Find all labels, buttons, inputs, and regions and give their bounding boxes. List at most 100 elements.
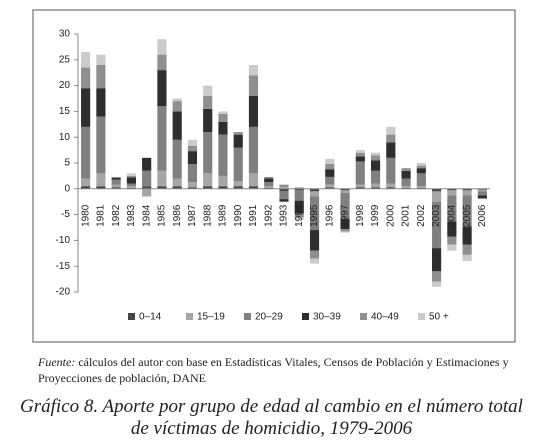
bar-segment bbox=[462, 188, 472, 191]
chart: -20 -15 -10 -5 0 5 10 15 20 25 30 1980 1981 1982 1983 1… bbox=[32, 9, 516, 343]
bar-segment bbox=[355, 184, 365, 188]
bar-segment bbox=[172, 98, 182, 102]
x-tick-label: 1981 bbox=[96, 204, 107, 227]
bar-segment bbox=[447, 244, 457, 251]
bar-segment bbox=[340, 190, 350, 193]
bar-segment bbox=[386, 126, 396, 135]
bar-segment bbox=[309, 196, 320, 231]
bar-segment bbox=[355, 156, 365, 162]
bar-segment bbox=[432, 201, 442, 249]
x-tick-label: 1994 bbox=[294, 204, 305, 227]
bar-segment bbox=[355, 161, 365, 185]
bar-segment bbox=[111, 187, 121, 189]
bar-segment bbox=[233, 134, 243, 148]
bar-segment bbox=[96, 88, 106, 117]
x-tick-label: 1999 bbox=[370, 204, 381, 227]
source-label: Fuente: bbox=[38, 355, 76, 369]
bar-segment bbox=[96, 64, 106, 89]
bar-segment bbox=[81, 67, 91, 89]
bar-segment bbox=[203, 108, 213, 133]
bar-segment bbox=[432, 281, 442, 287]
bar-segment bbox=[187, 182, 198, 188]
bar-segment bbox=[126, 187, 136, 189]
bar-segment bbox=[325, 176, 335, 185]
bar-segment bbox=[447, 190, 457, 196]
x-tick-label: 1991 bbox=[248, 204, 259, 227]
bar-segment bbox=[96, 54, 106, 65]
bar-segment bbox=[370, 170, 381, 184]
legend-label: 40–49 bbox=[371, 312, 399, 323]
chart-frame bbox=[32, 9, 516, 343]
y-tick-label: 25 bbox=[59, 54, 71, 65]
bar-segment bbox=[309, 230, 320, 251]
x-tick-label: 2003 bbox=[431, 204, 442, 227]
bar-segment bbox=[81, 88, 91, 127]
bar-segment bbox=[416, 163, 426, 166]
bar-segment bbox=[248, 173, 259, 187]
bar-segment bbox=[477, 188, 487, 190]
bar-segment bbox=[218, 121, 228, 135]
bar-segment bbox=[447, 188, 457, 191]
bar-segment bbox=[187, 164, 198, 183]
y-tick-label: -5 bbox=[61, 209, 70, 220]
bar-segment bbox=[218, 175, 228, 187]
bar-segment bbox=[172, 139, 182, 179]
bar-segment bbox=[111, 176, 121, 178]
bar-segment bbox=[248, 64, 259, 76]
bar-segment bbox=[279, 188, 289, 192]
bar-segment bbox=[477, 189, 487, 192]
y-tick-label: 10 bbox=[59, 132, 71, 143]
bar-segment bbox=[111, 184, 121, 188]
bar-segment bbox=[157, 170, 167, 187]
bar-segment bbox=[416, 168, 426, 174]
bar-segment bbox=[142, 170, 152, 187]
bar-segment bbox=[264, 178, 274, 183]
bar-segment bbox=[172, 186, 182, 189]
y-tick-label: -10 bbox=[56, 235, 71, 246]
bar-segment bbox=[309, 188, 320, 192]
bar-segment bbox=[401, 170, 411, 179]
bar-segment bbox=[294, 188, 304, 191]
bar-segment bbox=[264, 182, 274, 187]
bar-segment bbox=[279, 191, 289, 200]
bar-segment bbox=[386, 157, 396, 184]
bar-segment bbox=[294, 213, 304, 218]
x-tick-label: 2002 bbox=[416, 204, 427, 227]
bar-segment bbox=[279, 184, 289, 188]
bar-segment bbox=[279, 199, 289, 202]
y-tick-label: 5 bbox=[64, 158, 70, 169]
bar-segment bbox=[309, 258, 320, 264]
legend-swatch bbox=[360, 313, 367, 320]
bar-segment bbox=[401, 187, 411, 189]
bar-segment bbox=[401, 178, 411, 187]
bar-segment bbox=[325, 164, 335, 170]
bar-segment bbox=[294, 187, 304, 189]
bar-segment bbox=[477, 191, 487, 196]
bar-segment bbox=[126, 183, 136, 187]
bar-segment bbox=[96, 173, 106, 187]
x-tick-label: 2004 bbox=[446, 204, 457, 227]
x-tick-label: 1995 bbox=[309, 204, 320, 227]
caption: Gráfico 8. Aporte por grupo de edad al c… bbox=[20, 396, 523, 439]
bar-segment bbox=[157, 70, 167, 107]
bar-segment bbox=[462, 254, 472, 262]
bar-segment bbox=[248, 186, 259, 189]
bar-segment bbox=[386, 183, 396, 188]
bar-segment bbox=[340, 218, 350, 230]
bar-segment bbox=[233, 147, 243, 182]
bar-segment bbox=[325, 169, 335, 177]
bar-segment bbox=[111, 179, 121, 185]
bar-segment bbox=[233, 132, 243, 135]
bar-segment bbox=[142, 157, 152, 171]
x-tick-label: 1997 bbox=[340, 204, 351, 227]
x-tick-label: 1992 bbox=[263, 204, 274, 227]
bar-segment bbox=[142, 188, 152, 197]
bar-segment bbox=[370, 187, 381, 189]
bar-segment bbox=[157, 54, 167, 71]
bar-segment bbox=[370, 152, 381, 156]
legend-swatch bbox=[302, 313, 309, 320]
bar-segment bbox=[248, 75, 259, 96]
x-tick-label: 1986 bbox=[172, 204, 183, 227]
x-tick-label: 1982 bbox=[111, 204, 122, 227]
bar-segment bbox=[172, 111, 182, 140]
